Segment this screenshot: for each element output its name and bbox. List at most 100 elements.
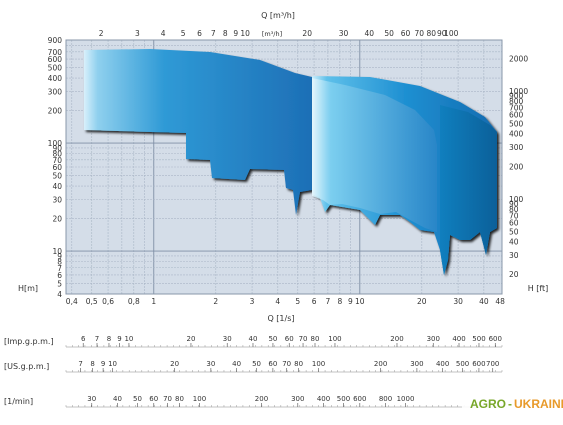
flow-scale-tick-label: 100: [328, 335, 341, 343]
flow-scale-tick-label: 600: [353, 395, 366, 403]
flow-scale-tick-label: 100: [312, 360, 325, 368]
flow-scale-tick-label: 50: [252, 360, 261, 368]
right-axis-label: H [ft]: [528, 284, 549, 293]
left-tick-label: 8: [57, 257, 62, 266]
flow-scale-tick-label: 300: [291, 395, 304, 403]
bottom-tick-label: 8: [337, 297, 342, 306]
left-tick-label: 30: [52, 196, 62, 205]
flow-scale-tick-label: 700: [486, 360, 499, 368]
bottom-tick-label: 0,5: [86, 297, 98, 306]
bottom-tick-label: 1: [151, 297, 156, 306]
flow-scale-tick-label: 600: [489, 335, 502, 343]
watermark-bg: [462, 393, 558, 413]
left-tick-label: 900: [48, 36, 63, 45]
flow-scale-tick-label: 400: [452, 335, 465, 343]
bottom-tick-label: 0,4: [66, 297, 78, 306]
right-tick-label: 600: [509, 111, 524, 120]
left-tick-label: 20: [52, 215, 62, 224]
top-tick-label: 100: [444, 29, 459, 38]
left-tick-label: 40: [52, 182, 62, 191]
top-tick-label: 4: [161, 29, 166, 38]
right-tick-label: 900: [509, 92, 524, 101]
flow-scale-tick-label: 50: [268, 335, 277, 343]
flow-scale-tick-label: 7: [78, 360, 82, 368]
flow-scale-tick-label: 60: [268, 360, 277, 368]
flow-scale-tick-label: 6: [81, 335, 86, 343]
right-tick-label: 200: [509, 162, 524, 171]
flow-scale-tick-label: 500: [456, 360, 469, 368]
flow-scale-tick-label: 7: [95, 335, 99, 343]
bottom-tick-label: 10: [355, 297, 365, 306]
bottom-tick-label: 0,8: [128, 297, 140, 306]
flow-scale-tick-label: 20: [186, 335, 195, 343]
top-tick-label: 7: [211, 29, 216, 38]
curve-shapes: [84, 49, 497, 275]
flow-scale-tick-label: 8: [90, 360, 94, 368]
flow-scale-label: [1/min]: [4, 397, 33, 406]
left-axis-label: H[m]: [18, 284, 38, 293]
flow-scale-tick-label: 70: [163, 395, 172, 403]
left-tick-label: 200: [48, 107, 63, 116]
flow-scale-tick-label: 1000: [397, 395, 415, 403]
right-tick-label: 80: [509, 205, 519, 214]
top-tick-label: 10: [240, 29, 250, 38]
top-tick-label: 40: [364, 29, 374, 38]
flow-scale-tick-label: 30: [223, 335, 232, 343]
flow-scale-tick-label: 200: [390, 335, 403, 343]
bottom-tick-label: 6: [312, 297, 317, 306]
flow-scale-label: [Imp.g.p.m.]: [4, 337, 54, 346]
axis-labels: 9007006005004003002001009080706050403020…: [4, 11, 549, 408]
watermark-prefix: AGRO: [470, 397, 506, 411]
flow-scale-tick-label: 600: [472, 360, 485, 368]
flow-scale-tick-label: 80: [294, 360, 303, 368]
left-tick-label: 700: [48, 48, 63, 57]
flow-scale-tick-label: 60: [285, 335, 294, 343]
watermark-dash: -: [508, 397, 512, 411]
top-tick-label: 5: [181, 29, 186, 38]
right-tick-label: 400: [509, 130, 524, 139]
left-tick-label: 600: [48, 55, 63, 64]
top-tick-label: 20: [302, 29, 312, 38]
top-tick-label: 30: [339, 29, 349, 38]
left-tick-label: 100: [48, 139, 63, 148]
bottom-tick-label: 20: [417, 297, 427, 306]
left-tick-label: 9: [57, 252, 62, 261]
left-tick-label: 300: [48, 88, 63, 97]
flow-scale-tick-label: 80: [311, 335, 320, 343]
flow-scale-tick-label: 500: [337, 395, 350, 403]
right-tick-label: 50: [509, 227, 519, 236]
top-tick-label: 60: [401, 29, 411, 38]
right-tick-label: 40: [509, 238, 519, 247]
left-tick-label: 80: [52, 150, 62, 159]
left-tick-label: 4: [57, 290, 62, 299]
flow-scale-tick-label: 300: [427, 335, 440, 343]
flow-scale-tick-label: 40: [232, 360, 241, 368]
left-tick-label: 5: [57, 280, 62, 289]
flow-scale-tick-label: 40: [113, 395, 122, 403]
left-tick-label: 500: [48, 64, 63, 73]
top-tick-label: 70: [415, 29, 425, 38]
flow-scale-tick-label: 800: [379, 395, 392, 403]
flow-scale-tick-label: 20: [170, 360, 179, 368]
left-tick-label: 70: [52, 156, 62, 165]
left-tick-label: 60: [52, 163, 62, 172]
right-tick-label: 500: [509, 119, 524, 128]
flow-scale-tick-label: 400: [317, 395, 330, 403]
top-axis-label: Q [m³/h]: [261, 11, 295, 20]
top-tick-label: 80: [426, 29, 436, 38]
bottom-tick-label: 0,6: [102, 297, 114, 306]
bottom-tick-label: 40: [479, 297, 489, 306]
left-tick-label: 50: [52, 172, 62, 181]
flow-scale-tick-label: 500: [472, 335, 485, 343]
flow-scale-tick-label: 70: [282, 360, 291, 368]
top-tick-label: 2: [99, 29, 104, 38]
top-tick-label: 50: [384, 29, 394, 38]
top-tick-label: 3: [135, 29, 140, 38]
top-tick-label: 6: [197, 29, 202, 38]
flow-scale-tick-label: 9: [117, 335, 121, 343]
left-tick-label: 10: [52, 247, 62, 256]
right-tick-label: 700: [509, 104, 524, 113]
flow-scale-tick-label: 8: [107, 335, 111, 343]
bottom-tick-label: 4: [275, 297, 280, 306]
